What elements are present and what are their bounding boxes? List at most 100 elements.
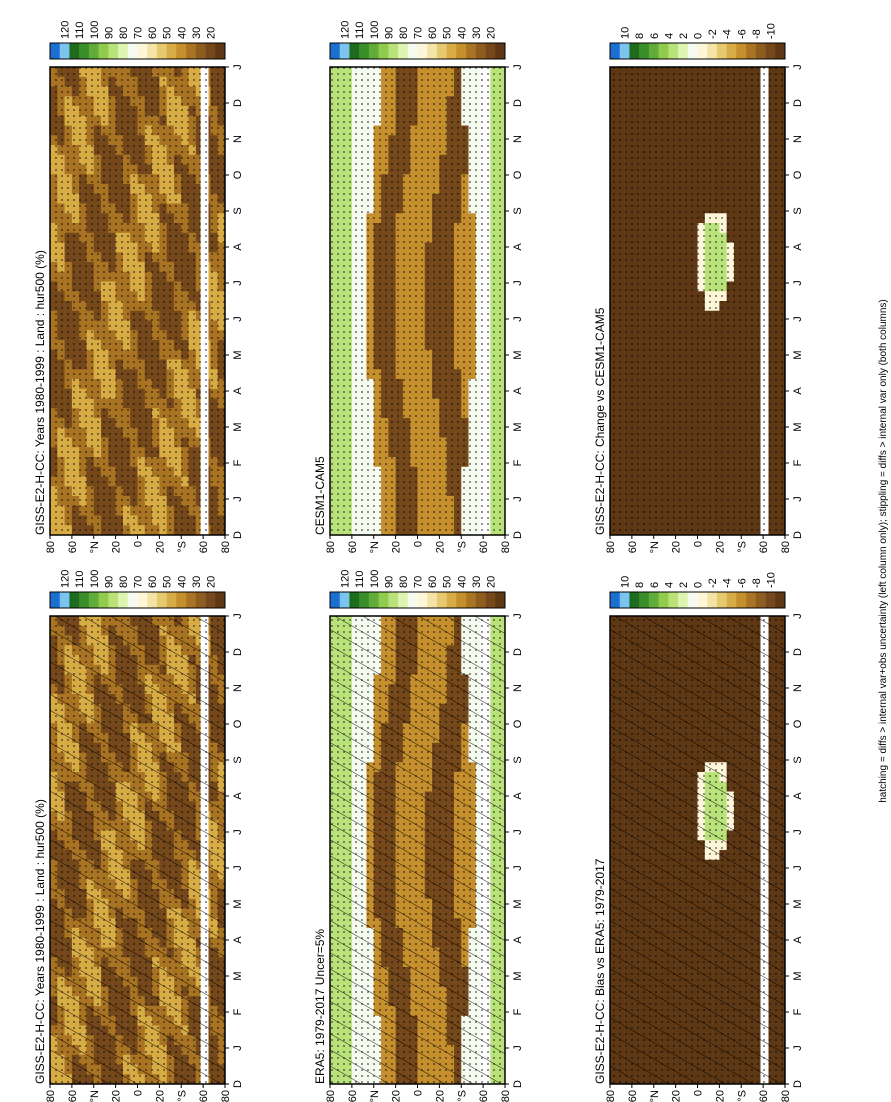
colorbar-swatch [707,592,718,608]
month-tick-label: J [232,829,244,835]
colorbar-label: 120 [60,21,72,39]
panel-bottom-right: GISS-E2-H-CC: Change vs CESM1-CAM5 D J F M A M… [593,23,804,553]
colorbar-swatch [79,43,90,59]
month-tick-label: M [512,899,524,908]
month-tick-label: O [232,170,244,179]
colorbar-label: -10 [765,572,777,588]
colorbar-label: 20 [485,576,497,588]
colorbar-swatch [147,592,158,608]
colorbar-swatch [388,43,399,59]
lat-tick-label: 20 [391,1090,403,1102]
colorbar-swatch [59,592,70,608]
month-tick-label: J [232,496,244,502]
colorbar-swatch [127,592,138,608]
colorbar-swatch [736,43,747,59]
colorbar-label: 40 [456,576,468,588]
colorbar-label: -4 [722,29,734,39]
colorbar-swatch [716,43,727,59]
month-tick-label: O [232,719,244,728]
month-tick-label: O [792,170,804,179]
colorbar-swatch [707,43,718,59]
lat-tick-label: 0 [133,1090,145,1096]
colorbar-swatch [619,43,630,59]
colorbar-label: 60 [427,576,439,588]
month-tick-label: F [512,1008,524,1015]
colorbar-label: 30 [471,27,483,39]
month-tick-label: O [792,719,804,728]
panel-title: GISS-E2-H-CC: Bias vs ERA5: 1979-2017 [593,858,607,1084]
month-tick-label: J [512,280,524,286]
month-tick-label: M [512,350,524,359]
colorbar-label: 70 [133,27,145,39]
colorbar-swatch [98,592,109,608]
colorbar-swatch [88,43,99,59]
month-tick-label: D [792,531,804,539]
month-tick-label: J [232,64,244,70]
colorbar-swatch [166,43,177,59]
colorbar-swatch [755,43,766,59]
colorbar-label: 40 [456,27,468,39]
month-tick-label: A [232,243,244,251]
colorbar-swatch [339,592,350,608]
panel-bottom-left: GISS-E2-H-CC: Bias vs ERA5: 1979-2017 D J F… [593,572,804,1102]
lat-tick-label: 20 [111,1090,123,1102]
month-tick-label: M [232,422,244,431]
colorbar-label: -2 [707,578,719,588]
colorbar-label: 30 [191,576,203,588]
colorbar-label: 4 [663,33,675,39]
panel-title: CESM1-CAM5 [313,456,327,535]
colorbar-label: 40 [176,27,188,39]
lat-tick-label: 80 [780,541,792,553]
lat-tick-label: 60 [347,541,359,553]
colorbar-swatch [147,43,158,59]
colorbar-swatch [466,592,477,608]
colorbar-swatch [127,43,138,59]
colorbar-swatch [50,592,61,608]
month-tick-label: J [792,64,804,70]
colorbar-swatch [176,43,187,59]
month-tick-label: A [512,387,524,395]
colorbar-swatch [746,592,757,608]
colorbar-swatch [775,43,786,59]
lat-tick-label: 80 [500,541,512,553]
colorbar-label: -6 [736,578,748,588]
month-tick-label: J [792,613,804,619]
colorbar-swatch [726,592,737,608]
lat-tick-label: 20 [154,541,166,553]
lat-tick-label: 0 [133,541,145,547]
colorbar-swatch [629,592,640,608]
lat-tick-label: 60 [758,1090,770,1102]
colorbar-swatch [79,592,90,608]
colorbar-swatch [668,592,679,608]
month-tick-label: F [792,459,804,466]
month-tick-label: M [232,350,244,359]
colorbar-label: 8 [634,582,646,588]
colorbar-swatch [359,592,370,608]
colorbar-swatch [59,43,70,59]
month-tick-label: J [512,64,524,70]
colorbar-swatch [108,43,119,59]
month-tick-label: D [232,648,244,656]
colorbar-swatch [118,592,129,608]
colorbar-label: 2 [678,582,690,588]
colorbar-swatch [339,43,350,59]
colorbar-swatch [349,592,360,608]
colorbar-label: 120 [340,21,352,39]
stippling-overlay [50,67,225,535]
colorbar-swatch [485,592,496,608]
lat-tick-label: °N [369,541,381,553]
month-tick-label: D [512,1080,524,1088]
lat-tick-label: °N [649,1090,661,1102]
stippling-overlay [330,616,505,1084]
colorbar-swatch [349,43,360,59]
lat-tick-label: 80 [500,1090,512,1102]
month-tick-label: D [792,99,804,107]
month-tick-label: S [232,756,244,763]
colorbar-label: 90 [383,27,395,39]
panel-top-left: GISS-E2-H-CC: Years 1980-1999 : Land : h… [33,570,244,1102]
colorbar-label: 10 [620,27,632,39]
month-tick-label: J [792,496,804,502]
month-tick-label: J [512,1045,524,1051]
month-tick-label: F [512,459,524,466]
colorbar-swatch [678,43,689,59]
